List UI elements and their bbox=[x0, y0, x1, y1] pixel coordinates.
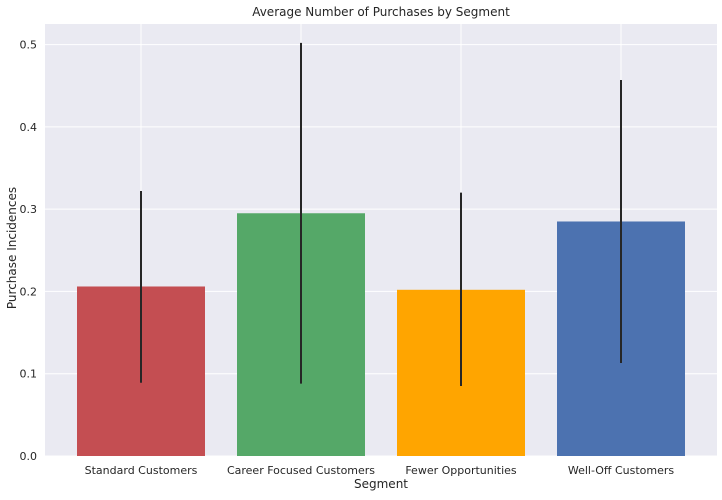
y-tick-label: 0.4 bbox=[20, 121, 38, 134]
x-tick-label: Career Focused Customers bbox=[227, 464, 375, 477]
x-tick-labels: Standard Customers Career Focused Custome… bbox=[85, 464, 675, 477]
y-tick-label: 0.0 bbox=[20, 450, 38, 463]
y-tick-label: 0.2 bbox=[20, 285, 38, 298]
x-tick-label: Fewer Opportunities bbox=[405, 464, 517, 477]
y-tick-labels: 0.0 0.1 0.2 0.3 0.4 0.5 bbox=[20, 39, 38, 463]
x-tick-label: Standard Customers bbox=[85, 464, 198, 477]
y-tick-label: 0.5 bbox=[20, 39, 38, 52]
x-tick-label: Well-Off Customers bbox=[568, 464, 675, 477]
chart-title: Average Number of Purchases by Segment bbox=[252, 5, 510, 19]
y-axis-label: Purchase Incidences bbox=[5, 187, 19, 309]
error-bars bbox=[140, 42, 622, 387]
y-tick-label: 0.3 bbox=[20, 203, 38, 216]
x-axis-label: Segment bbox=[354, 477, 408, 491]
y-tick-label: 0.1 bbox=[20, 368, 38, 381]
